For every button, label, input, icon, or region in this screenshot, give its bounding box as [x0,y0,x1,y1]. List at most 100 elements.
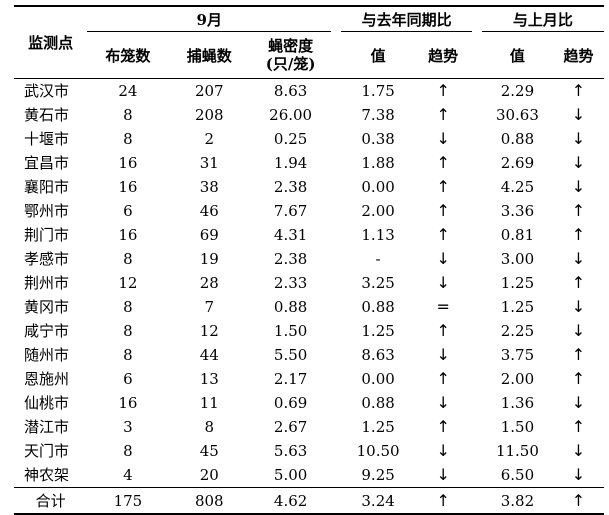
table-row: 仙桃市 16 11 0.69 0.88 ↓ 1.36 ↓ [14,391,604,415]
mom-trend-icon: ↓ [571,129,586,148]
header-yoy-value: 值 [341,31,415,79]
yoy-trend-icon: ↓ [436,441,450,460]
site-cell: 孝感市 [24,250,70,268]
site-cell: 荆门市 [24,226,70,244]
yoy-value-cell: 2.00 [361,202,395,220]
table-row: 随州市 8 44 5.50 8.63 ↓ 3.75 ↑ [14,343,604,367]
density-cell: 8.63 [273,82,308,100]
mom-trend-icon: ↓ [571,249,586,268]
yoy-trend-icon: ↓ [436,393,450,412]
site-cell: 宜昌市 [24,154,70,172]
yoy-trend-icon: ↓ [436,273,450,292]
cages-cell: 6 [123,370,133,388]
yoy-trend-icon: ↑ [436,369,450,388]
yoy-value-cell: 1.88 [361,154,395,172]
header-mom-value: 值 [481,31,554,79]
mom-trend-icon: ↓ [571,465,586,484]
density-cell: 1.94 [273,154,308,172]
density-cell: 5.00 [273,466,308,484]
yoy-value-cell: 7.38 [361,106,395,124]
density-cell: 4.31 [273,226,308,244]
header-density: 蝇密度 (只/笼) [249,31,332,79]
mom-trend-icon: ↑ [571,201,586,220]
caught-cell: 38 [199,178,219,196]
fly-density-table: 监测点 9月 与去年同期比 与上月比 布笼数 捕蝇数 蝇密度 (只/笼) 值 趋… [14,5,604,515]
yoy-trend-icon: ↑ [436,177,450,196]
total-yoy-trend-icon: ↑ [414,487,472,515]
caught-cell: 2 [204,130,215,148]
yoy-trend-icon: ↓ [436,249,450,268]
yoy-value-cell: 0.88 [361,298,395,316]
table-row: 黄冈市 8 7 0.88 0.88 = 1.25 ↓ [14,295,604,319]
cages-cell: 8 [123,106,133,124]
density-cell: 0.69 [273,394,308,412]
table-row: 咸宁市 8 12 1.50 1.25 ↑ 2.25 ↓ [14,319,604,343]
table-row: 武汉市 24 207 8.63 1.75 ↑ 2.29 ↑ [14,79,604,104]
yoy-trend-icon: ↑ [436,201,450,220]
total-row: 合计 175 808 4.62 3.24 ↑ 3.82 ↑ [14,487,604,515]
header-mom-trend: 趋势 [553,31,604,79]
mom-value-cell: 2.00 [500,370,535,388]
mom-trend-icon: ↓ [571,177,586,196]
table-row: 恩施州 6 13 2.17 0.00 ↑ 2.00 ↑ [14,367,604,391]
table-row: 孝感市 8 19 2.38 - ↓ 3.00 ↓ [14,247,604,271]
mom-value-cell: 0.88 [500,130,535,148]
total-label: 合计 [14,487,88,515]
site-cell: 襄阳市 [24,178,70,196]
cages-cell: 16 [118,154,138,172]
density-cell: 5.50 [273,346,308,364]
mom-trend-icon: ↑ [571,273,586,292]
mom-trend-icon: ↑ [571,345,586,364]
mom-trend-icon: ↓ [571,393,586,412]
header-september-group: 9月 [87,5,332,32]
caught-cell: 19 [199,250,219,268]
mom-trend-icon: ↓ [571,105,586,124]
yoy-trend-icon: = [436,297,450,316]
site-cell: 仙桃市 [24,394,70,412]
mom-value-cell: 3.00 [500,250,535,268]
density-cell: 2.17 [273,370,308,388]
yoy-value-cell: 8.63 [361,346,395,364]
caught-cell: 28 [199,274,219,292]
yoy-trend-icon: ↓ [436,465,450,484]
table-row: 荆州市 12 28 2.33 3.25 ↓ 1.25 ↑ [14,271,604,295]
total-density: 4.62 [249,487,332,515]
yoy-value-cell: 0.38 [361,130,395,148]
mom-trend-icon: ↑ [571,81,586,100]
yoy-value-cell: 0.88 [361,394,395,412]
density-cell: 0.88 [273,298,308,316]
site-cell: 黄冈市 [24,298,70,316]
cages-cell: 16 [118,178,138,196]
caught-cell: 11 [199,394,219,412]
table-row: 宜昌市 16 31 1.94 1.88 ↑ 2.69 ↓ [14,151,604,175]
mom-value-cell: 1.25 [500,274,535,292]
cages-cell: 8 [123,442,133,460]
table-row: 黄石市 8 208 26.00 7.38 ↑ 30.63 ↓ [14,103,604,127]
yoy-value-cell: 0.00 [361,370,395,388]
density-cell: 1.50 [273,322,308,340]
header-site: 监测点 [14,5,88,79]
cages-cell: 3 [123,418,133,436]
cages-cell: 8 [123,130,133,148]
caught-cell: 12 [199,322,219,340]
site-cell: 恩施州 [24,370,70,388]
site-cell: 咸宁市 [24,322,70,340]
cages-cell: 8 [123,322,133,340]
yoy-trend-icon: ↑ [436,81,450,100]
yoy-value-cell: 0.00 [361,178,395,196]
cages-cell: 6 [123,202,133,220]
table-row: 潜江市 3 8 2.67 1.25 ↑ 1.50 ↑ [14,415,604,439]
cages-cell: 8 [123,346,133,364]
site-cell: 黄石市 [24,106,70,124]
density-cell: 5.63 [273,442,308,460]
mom-value-cell: 6.50 [500,466,535,484]
mom-value-cell: 1.50 [500,418,535,436]
density-cell: 2.38 [273,250,308,268]
caught-cell: 8 [204,418,215,436]
yoy-value-cell: 1.25 [361,322,395,340]
mom-trend-icon: ↓ [571,441,586,460]
total-yoy-value: 3.24 [341,487,415,515]
yoy-value-cell: 3.25 [361,274,395,292]
site-cell: 十堰市 [24,130,70,148]
